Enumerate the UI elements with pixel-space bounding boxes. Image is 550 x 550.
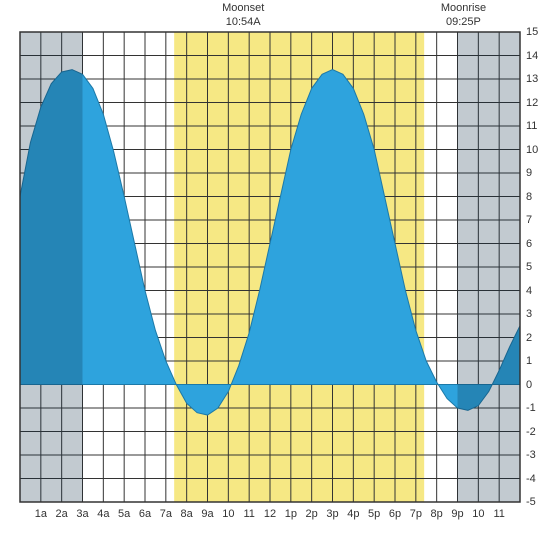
x-tick-label: 7a — [160, 508, 172, 520]
chart-svg — [0, 0, 550, 550]
x-tick-label: 5p — [368, 508, 380, 520]
moonset-time: 10:54A — [222, 16, 264, 30]
y-tick-label: -4 — [526, 473, 536, 485]
tide-chart: Moonset 10:54A Moonrise 09:25P 1a 2a 3a 4a 5… — [0, 0, 550, 550]
y-tick-label: 10 — [526, 144, 538, 156]
y-tick-label: 7 — [526, 214, 532, 226]
x-tick-label: 4a — [97, 508, 109, 520]
x-tick-label: 2p — [306, 508, 318, 520]
x-tick-label: 8a — [181, 508, 193, 520]
y-tick-label: -5 — [526, 496, 536, 508]
y-tick-label: 8 — [526, 191, 532, 203]
moonrise-label: Moonrise — [441, 2, 486, 16]
x-tick-label: 3a — [76, 508, 88, 520]
y-tick-label: 1 — [526, 355, 532, 367]
x-tick-label: 9a — [201, 508, 213, 520]
y-tick-label: 5 — [526, 261, 532, 273]
y-tick-label: -2 — [526, 426, 536, 438]
moonrise-time: 09:25P — [441, 16, 486, 30]
y-tick-label: 15 — [526, 26, 538, 38]
x-tick-label: 6p — [389, 508, 401, 520]
x-tick-label: 9p — [451, 508, 463, 520]
moonset-label: Moonset — [222, 2, 264, 16]
y-tick-label: 14 — [526, 50, 538, 62]
x-tick-label: 2a — [56, 508, 68, 520]
moonset-annotation: Moonset 10:54A — [222, 2, 264, 30]
y-tick-label: 2 — [526, 332, 532, 344]
y-tick-label: 13 — [526, 73, 538, 85]
x-tick-label: 11 — [243, 508, 254, 520]
x-tick-label: 11 — [493, 508, 504, 520]
x-tick-label: 7p — [410, 508, 422, 520]
x-tick-label: 1p — [285, 508, 297, 520]
y-tick-label: 6 — [526, 238, 532, 250]
y-tick-label: 0 — [526, 379, 532, 391]
x-tick-label: 12 — [264, 508, 276, 520]
y-tick-label: 12 — [526, 97, 538, 109]
y-tick-label: -1 — [526, 402, 536, 414]
x-tick-label: 1a — [35, 508, 47, 520]
y-tick-label: 4 — [526, 285, 532, 297]
x-tick-label: 10 — [222, 508, 234, 520]
moonrise-annotation: Moonrise 09:25P — [441, 2, 486, 30]
x-tick-label: 8p — [431, 508, 443, 520]
x-tick-label: 4p — [347, 508, 359, 520]
y-tick-label: 11 — [526, 120, 537, 132]
x-tick-label: 6a — [139, 508, 151, 520]
y-tick-label: 3 — [526, 308, 532, 320]
x-tick-label: 5a — [118, 508, 130, 520]
y-tick-label: 9 — [526, 167, 532, 179]
x-tick-label: 3p — [326, 508, 338, 520]
y-tick-label: -3 — [526, 449, 536, 461]
x-tick-label: 10 — [472, 508, 484, 520]
